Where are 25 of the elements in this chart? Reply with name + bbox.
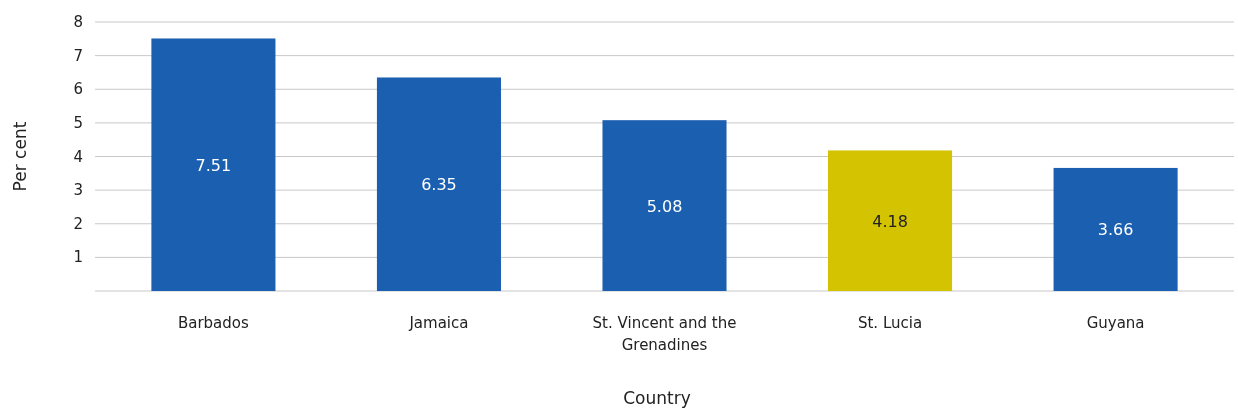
y-tick-label: 8 bbox=[73, 13, 83, 31]
data-label: 3.66 bbox=[1097, 220, 1134, 240]
data-label: 4.18 bbox=[872, 211, 908, 231]
bar bbox=[828, 150, 953, 291]
bar bbox=[151, 38, 276, 291]
x-axis-title: Country bbox=[623, 388, 691, 408]
data-label: 6.35 bbox=[421, 175, 457, 195]
bar bbox=[602, 120, 727, 291]
y-tick-label: 4 bbox=[73, 147, 83, 166]
y-tick-label: 6 bbox=[73, 80, 83, 99]
x-tick-label: St. Lucia bbox=[857, 314, 923, 332]
y-tick-label: 1 bbox=[73, 248, 83, 267]
y-tick-label: 2 bbox=[73, 214, 83, 233]
y-tick-label: 5 bbox=[73, 113, 83, 132]
x-tick-label: St. Vincent and the Grenadines bbox=[592, 314, 737, 354]
y-tick-label: 3 bbox=[73, 181, 83, 200]
x-tick-label: Guyana bbox=[1086, 314, 1145, 332]
x-tick-label: Barbados bbox=[177, 314, 250, 332]
data-label: 5.08 bbox=[646, 196, 683, 216]
bar bbox=[1053, 167, 1178, 291]
y-tick-label: 7 bbox=[73, 46, 83, 65]
x-tick-label: Jamaica bbox=[408, 314, 469, 332]
bar bbox=[376, 77, 501, 291]
y-axis-title: Per cent bbox=[10, 121, 30, 192]
data-label: 7.51 bbox=[195, 155, 232, 175]
